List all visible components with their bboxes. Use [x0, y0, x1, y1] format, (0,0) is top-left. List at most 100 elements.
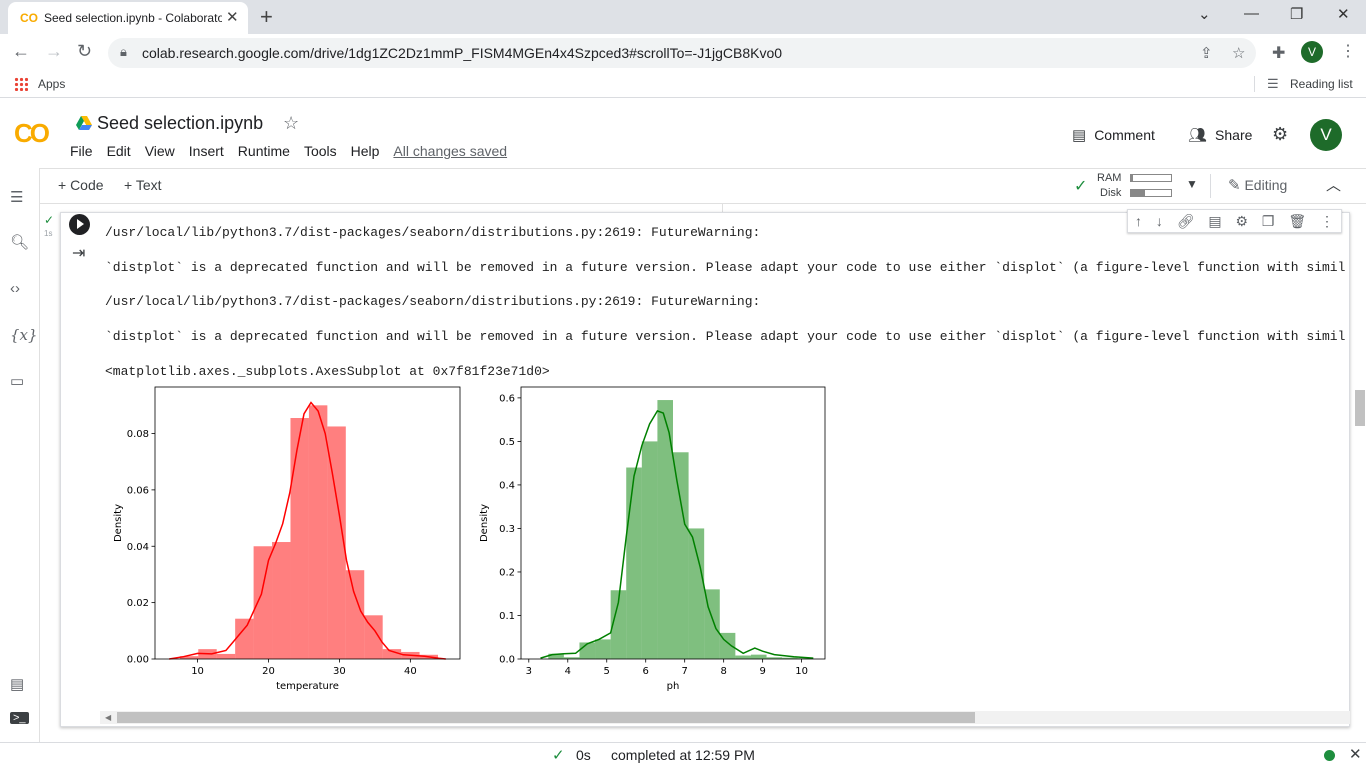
- x-tick-label: 6: [643, 666, 649, 677]
- output-warning-message: `distplot` is a deprecated function and …: [105, 260, 1345, 275]
- reading-list-icon[interactable]: ☰: [1267, 76, 1279, 91]
- vertical-scroll-thumb[interactable]: [1355, 390, 1365, 426]
- axes-frame: [520, 386, 826, 660]
- share-page-icon[interactable]: ⇪: [1200, 45, 1213, 62]
- google-drive-icon[interactable]: [76, 116, 92, 130]
- histogram-bar: [595, 639, 611, 659]
- bookmarks-divider: [1254, 76, 1255, 92]
- add-code-button[interactable]: + Code: [58, 177, 104, 193]
- kde-line: [540, 409, 814, 659]
- status-completed[interactable]: completed at 12:59 PM: [611, 747, 755, 763]
- tab-search-icon[interactable]: ⌄: [1198, 6, 1211, 23]
- search-icon[interactable]: 🔍︎: [10, 234, 30, 251]
- star-icon[interactable]: ☆: [283, 113, 300, 133]
- settings-gear-icon[interactable]: ⚙: [1272, 124, 1289, 144]
- variables-icon[interactable]: {x}: [10, 326, 38, 344]
- histogram-bar: [688, 528, 705, 659]
- x-tick-label: 8: [720, 666, 726, 677]
- histogram-bar: [563, 657, 580, 659]
- code-snippets-icon[interactable]: ‹›: [10, 280, 20, 297]
- menu-help[interactable]: Help: [350, 143, 380, 159]
- apps-bookmark[interactable]: Apps: [38, 77, 66, 91]
- y-axis-label: Density: [113, 504, 124, 542]
- apps-grid-icon[interactable]: [14, 77, 28, 91]
- window-close-icon[interactable]: ✕: [1337, 6, 1350, 23]
- extensions-icon[interactable]: ✚: [1272, 45, 1286, 62]
- profile-avatar[interactable]: V: [1301, 41, 1323, 63]
- histogram-bar: [290, 418, 309, 659]
- bookmark-star-icon[interactable]: ☆: [1232, 45, 1246, 62]
- browser-menu-icon[interactable]: ⋮: [1340, 43, 1356, 60]
- restore-icon[interactable]: ❐: [1290, 6, 1304, 23]
- account-avatar[interactable]: V: [1310, 119, 1342, 151]
- reading-list-link[interactable]: Reading list: [1290, 77, 1353, 91]
- output-warning-path: /usr/local/lib/python3.7/dist-packages/s…: [105, 225, 761, 240]
- command-palette-icon[interactable]: ▤: [10, 676, 25, 693]
- histogram-bar: [327, 426, 346, 659]
- files-folder-icon[interactable]: ▭: [10, 373, 25, 390]
- y-tick-label: 0.04: [127, 542, 149, 553]
- move-up-icon[interactable]: ↑: [1134, 213, 1142, 229]
- new-tab-icon[interactable]: +: [260, 4, 273, 29]
- cell-comment-icon[interactable]: ▤: [1208, 212, 1222, 229]
- tab-close-icon[interactable]: ✕: [226, 9, 239, 26]
- resources-dropdown-icon[interactable]: ▼: [1186, 177, 1198, 191]
- resources-indicator[interactable]: ✓ RAM Disk ▼: [1074, 171, 1202, 201]
- disk-label: Disk: [1100, 187, 1122, 199]
- reload-icon[interactable]: ↻: [77, 41, 93, 61]
- cell-settings-icon[interactable]: ⚙: [1235, 212, 1249, 229]
- output-figure: 10 20 30 400.000.020.040.060.08temperatureD…: [113, 386, 826, 692]
- status-close-icon[interactable]: ✕: [1349, 746, 1362, 763]
- status-bar: ✓ 0s completed at 12:59 PM ✕: [0, 742, 1366, 768]
- table-of-contents-icon[interactable]: ☰: [10, 189, 24, 206]
- menu-file[interactable]: File: [70, 143, 93, 159]
- scroll-left-arrow[interactable]: ◀: [105, 713, 112, 722]
- kde-line: [169, 401, 446, 660]
- menu-tools[interactable]: Tools: [303, 143, 337, 159]
- minimize-icon[interactable]: —: [1244, 5, 1259, 22]
- y-tick-label: 0.0: [499, 655, 515, 666]
- colab-menubar: File Edit View Insert Runtime Tools Help…: [70, 143, 521, 161]
- more-options-icon[interactable]: ⋮: [1319, 212, 1334, 229]
- menu-edit[interactable]: Edit: [106, 143, 131, 159]
- axes-frame: [154, 386, 461, 660]
- editing-mode-button[interactable]: ✎ Editing: [1228, 176, 1287, 194]
- share-button[interactable]: 👥︎ Share: [1188, 126, 1252, 144]
- address-bar[interactable]: 🔒︎ colab.research.google.com/drive/1dg1Z…: [108, 38, 1256, 68]
- url-text[interactable]: colab.research.google.com/drive/1dg1ZC2D…: [142, 45, 783, 61]
- exec-check-icon: ✓: [44, 213, 55, 227]
- ruler-line: [722, 204, 723, 216]
- histogram-bar: [735, 655, 751, 659]
- notebook-title[interactable]: Seed selection.ipynb: [97, 113, 264, 133]
- horizontal-scroll-thumb[interactable]: [117, 712, 975, 723]
- move-down-icon[interactable]: ↓: [1155, 213, 1163, 229]
- menu-insert[interactable]: Insert: [188, 143, 224, 159]
- add-text-button[interactable]: + Text: [124, 177, 162, 193]
- clear-output-icon[interactable]: ⇥: [72, 245, 86, 262]
- forward-icon[interactable]: →: [45, 41, 63, 61]
- comment-button[interactable]: ▤ Comment: [1072, 126, 1155, 144]
- status-check-icon: ✓: [552, 747, 565, 764]
- mirror-cell-icon[interactable]: ❐: [1261, 212, 1275, 229]
- histogram-bar: [216, 653, 236, 659]
- link-icon[interactable]: 🔗︎: [1176, 212, 1195, 229]
- save-status[interactable]: All changes saved: [393, 143, 508, 159]
- back-icon[interactable]: ←: [12, 41, 30, 61]
- menu-runtime[interactable]: Runtime: [237, 143, 290, 159]
- browser-tab[interactable]: CO Seed selection.ipynb - Colaboratory ✕: [8, 2, 248, 34]
- histogram-bar: [364, 615, 383, 659]
- subplot-temperature: 10 20 30 40 0.00 0.02 0.04 0.06 0.08 temperature D…: [113, 386, 461, 692]
- histogram-bar: [579, 642, 596, 659]
- histogram-bar: [626, 467, 642, 659]
- menu-view[interactable]: View: [144, 143, 175, 159]
- run-cell-button[interactable]: [69, 214, 90, 235]
- output-repr: <matplotlib.axes._subplots.AxesSubplot a…: [105, 364, 550, 379]
- delete-icon[interactable]: 🗑︎: [1288, 212, 1307, 229]
- ram-meter-fill: [1131, 175, 1133, 181]
- bookmarks-bar: Apps ☰ Reading list: [0, 72, 1366, 98]
- terminal-icon[interactable]: >_: [10, 712, 29, 724]
- collapse-header-icon[interactable]: ︿: [1326, 177, 1342, 194]
- people-icon: 👥︎: [1188, 127, 1208, 144]
- output-warning-path: /usr/local/lib/python3.7/dist-packages/s…: [105, 294, 761, 309]
- colab-logo[interactable]: CO: [14, 118, 50, 148]
